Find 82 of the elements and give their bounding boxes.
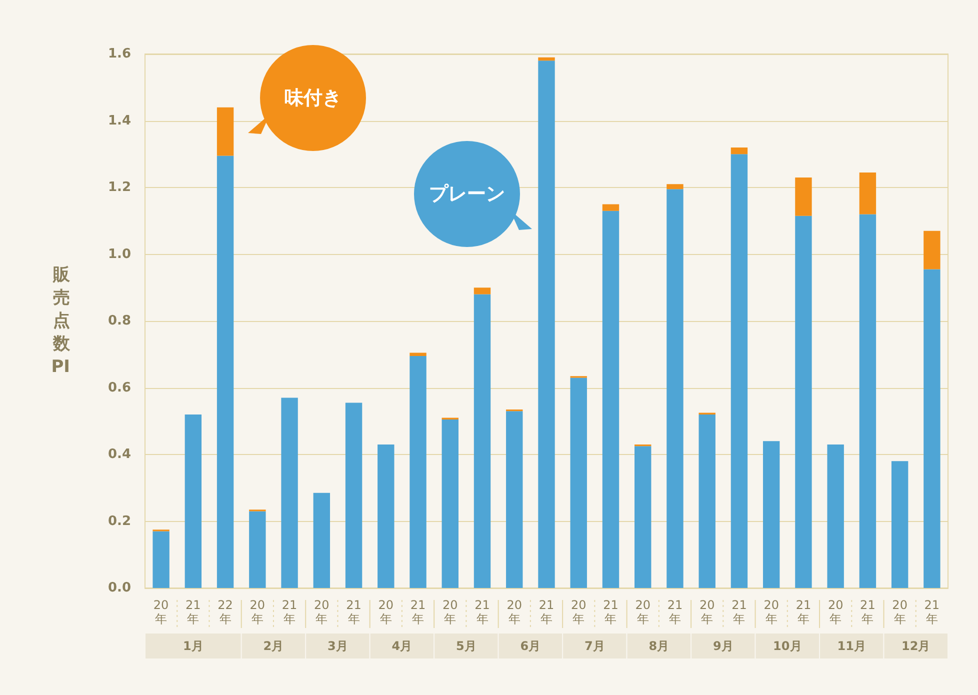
text: 6月 — [520, 639, 541, 653]
bar — [795, 216, 812, 588]
y-tick-label: 0.2 — [108, 514, 131, 529]
bar — [795, 177, 812, 216]
bar — [216, 156, 234, 588]
x-tick-label: 20年 — [699, 598, 715, 626]
y-axis-title: 販売点数PI — [51, 265, 71, 377]
x-tick-label: 20年 — [570, 598, 586, 626]
y-tick-label: 0.6 — [108, 380, 131, 396]
text: 11月 — [837, 639, 866, 653]
bar — [891, 461, 908, 588]
text: 12月 — [902, 639, 930, 653]
x-tick-label: 21年 — [346, 598, 362, 626]
x-tick-label: 20年 — [635, 598, 650, 626]
x-tick-label: 21年 — [732, 598, 747, 626]
bar — [378, 444, 394, 588]
bar — [666, 189, 684, 588]
y-tick-label: 0.0 — [108, 580, 131, 596]
bar — [152, 531, 170, 588]
bar — [442, 419, 458, 588]
bar — [762, 441, 780, 588]
x-tick-label: 22年 — [218, 598, 233, 626]
bar — [859, 172, 876, 214]
x-tick-label: 20年 — [892, 598, 908, 626]
bar — [570, 378, 587, 588]
bar — [345, 402, 362, 588]
x-tick-label: 21年 — [410, 598, 426, 626]
bar — [859, 214, 876, 588]
text: 10月 — [773, 639, 802, 653]
y-tick-label: 0.8 — [108, 314, 131, 328]
x-tick-label: 20年 — [506, 598, 522, 626]
bar — [602, 204, 620, 211]
bar — [474, 294, 491, 588]
bar — [410, 352, 426, 356]
text: 2月 — [263, 639, 284, 653]
bar — [602, 210, 620, 588]
text: 1月 — [183, 639, 204, 653]
x-tick-label: 21年 — [282, 598, 298, 626]
x-tick-label: 21年 — [603, 598, 618, 626]
bar — [410, 356, 426, 588]
x-tick-label: 21年 — [538, 598, 554, 626]
x-tick-label: 20年 — [828, 598, 844, 626]
y-tick-label: 0.4 — [108, 447, 131, 462]
y-tick-label: 1.0 — [108, 246, 131, 262]
x-tick-label: 21年 — [924, 598, 940, 626]
bar — [924, 230, 940, 270]
x-tick-label: 21年 — [796, 598, 812, 626]
bar — [474, 288, 491, 294]
bar — [506, 411, 523, 588]
text: 4月 — [392, 639, 412, 653]
x-tick-label: 20年 — [314, 598, 330, 626]
bar — [538, 60, 555, 588]
x-tick-label: 20年 — [153, 598, 169, 626]
x-tick-label: 20年 — [442, 598, 458, 626]
y-tick-label: 1.6 — [108, 46, 131, 62]
text: 3月 — [328, 639, 348, 653]
bar — [924, 269, 940, 588]
bar — [730, 154, 748, 588]
x-tick-label: 21年 — [186, 598, 201, 626]
x-tick-label: 21年 — [860, 598, 876, 626]
bar — [249, 511, 266, 588]
text: 5月 — [456, 639, 476, 653]
y-tick-label: 1.4 — [108, 113, 131, 128]
bar — [281, 398, 298, 588]
bar — [634, 446, 652, 588]
bar — [698, 414, 716, 588]
x-tick-label: 21年 — [667, 598, 683, 626]
x-tick-label: 20年 — [764, 598, 779, 626]
bar — [184, 414, 202, 588]
bar — [313, 492, 330, 588]
x-tick-label: 21年 — [474, 598, 490, 626]
bar — [538, 57, 555, 61]
text: 9月 — [712, 639, 734, 653]
y-tick-label: 1.2 — [108, 180, 131, 195]
bar — [827, 444, 844, 588]
text: 8月 — [648, 639, 670, 653]
text: 7月 — [584, 639, 605, 653]
bar — [730, 147, 748, 154]
bar — [216, 107, 234, 156]
bar — [666, 184, 684, 190]
x-tick-label: 20年 — [250, 598, 266, 626]
x-tick-label: 20年 — [378, 598, 394, 626]
